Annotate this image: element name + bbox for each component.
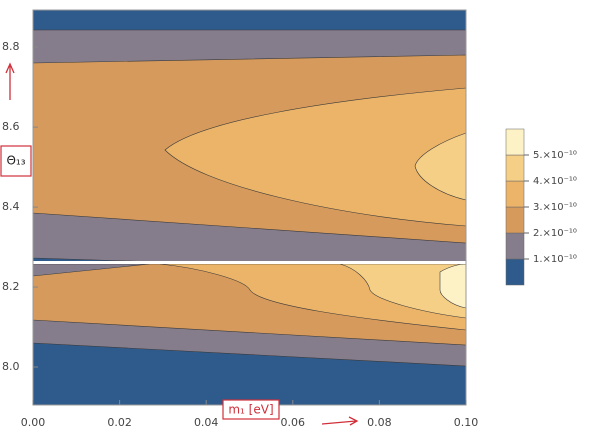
y-annotation: Θ₁₃ [6, 154, 25, 168]
panel-gap [33, 261, 466, 264]
annotation-box [222, 399, 280, 420]
legend-swatch [505, 180, 525, 208]
legend-swatch [505, 232, 525, 260]
legend-swatch [505, 206, 525, 234]
y-tick-label: 8.6 [2, 120, 20, 133]
legend-label: 4.×10⁻¹⁰ [533, 176, 577, 187]
contour-region [164, 87, 467, 227]
plot: 0.00 0.02 0.04 0.06 0.08 0.10 8.0 8.2 8.4 8.6 8.8 1… [2, 9, 577, 429]
contour-region [414, 132, 467, 201]
legend-swatch [505, 258, 525, 286]
x-tick-label: 0.02 [107, 416, 132, 429]
x-annotation: m₁ [eV] [228, 403, 273, 417]
annotation-box [0, 145, 32, 177]
legend-label: 5.×10⁻¹⁰ [533, 150, 577, 161]
y-tick-label: 8.4 [2, 200, 20, 213]
legend-label: 3.×10⁻¹⁰ [533, 202, 577, 213]
x-tick-label: 0.00 [21, 416, 46, 429]
y-tick-label: 8.0 [2, 360, 20, 373]
arrow [5, 62, 15, 100]
y-tick-label: 8.8 [2, 40, 20, 53]
legend-label: 1.×10⁻¹⁰ [533, 254, 577, 265]
arrow [321, 416, 359, 426]
contour-region [339, 263, 467, 319]
x-tick-label: 0.08 [367, 416, 392, 429]
legend-swatch [505, 154, 525, 182]
legend-swatch [505, 128, 525, 156]
y-tick-label: 8.2 [2, 280, 20, 293]
x-tick-label: 0.06 [281, 416, 306, 429]
legend-label: 2.×10⁻¹⁰ [533, 228, 577, 239]
x-tick-label: 0.10 [454, 416, 479, 429]
x-tick-label: 0.04 [194, 416, 219, 429]
